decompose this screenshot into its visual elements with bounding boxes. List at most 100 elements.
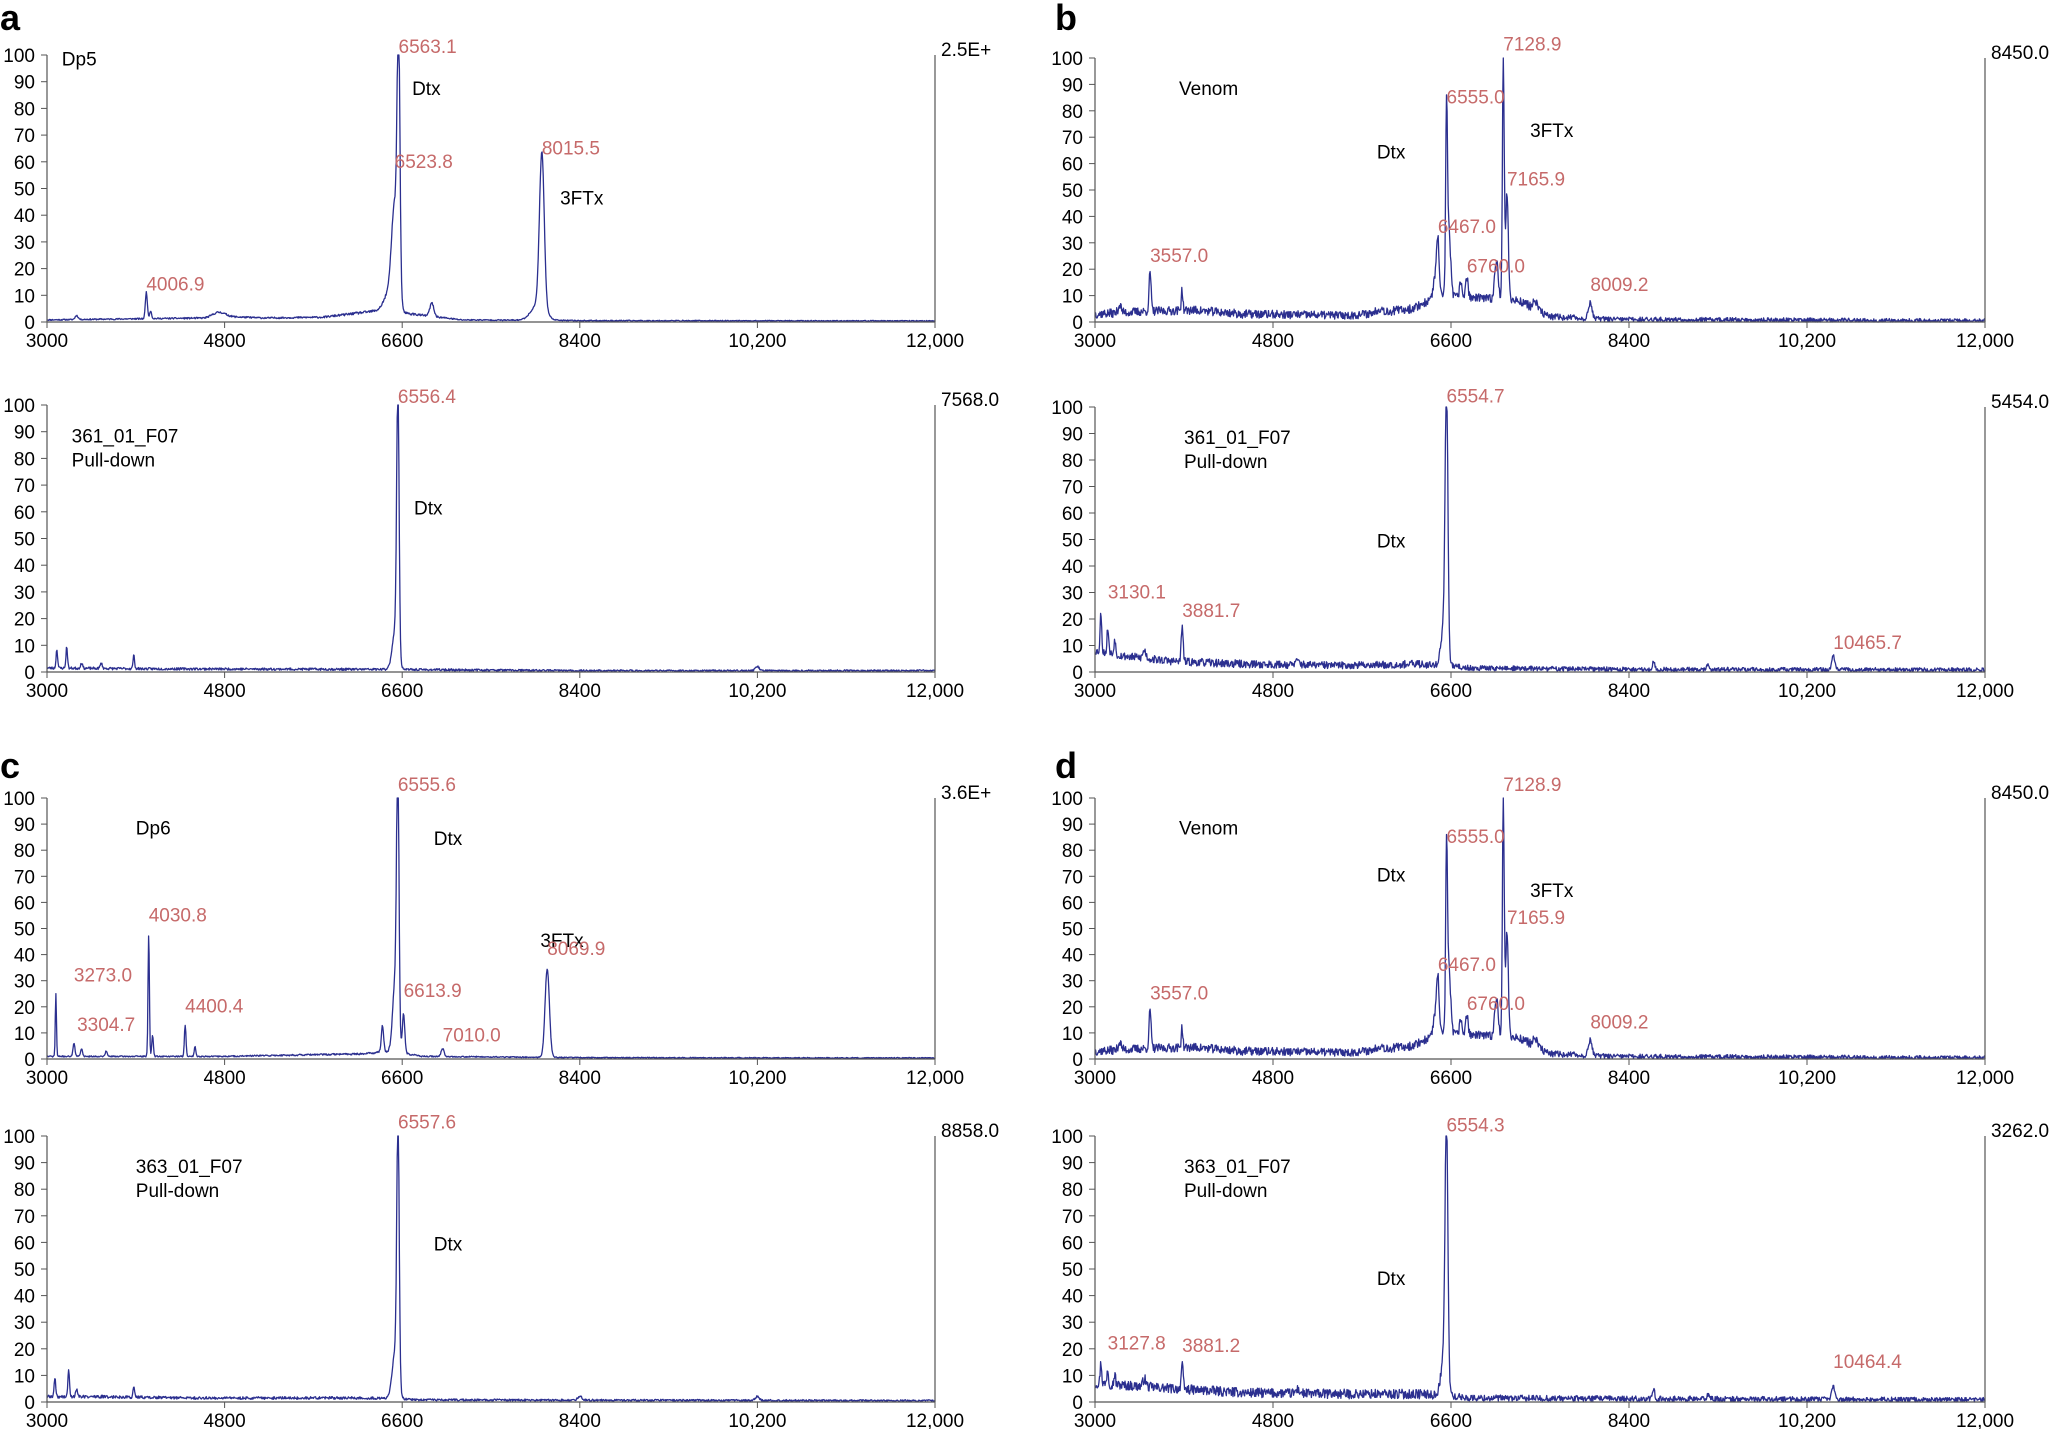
spectrum-trace: [46, 404, 936, 673]
peak-mass-label: 3881.2: [1182, 1336, 1240, 1357]
spectrum-panel-b-top: b 0 10 20 30 40 50 60 70 80 90 100 3000 4800 6600 8400 1…: [1051, 0, 2049, 352]
y-tick-label: 100: [3, 396, 35, 417]
y-tick-label: 10: [14, 636, 35, 657]
x-tick-label: 12,000: [1956, 681, 2014, 702]
x-tick-label: 12,000: [906, 1068, 964, 1089]
y-tick-label: 90: [1062, 1154, 1083, 1175]
x-tick-label: 10,200: [1778, 331, 1836, 352]
intensity-scale-label: 8450.0: [1991, 783, 2049, 804]
spectrum-trace: [46, 54, 936, 323]
x-tick-label: 6600: [381, 331, 423, 352]
y-tick-label: 60: [14, 893, 35, 914]
spectrum-trace: [1094, 797, 1986, 1060]
y-tick-label: 80: [1062, 1180, 1083, 1201]
annotation-label: Dtx: [434, 829, 463, 850]
y-tick-label: 80: [14, 841, 35, 862]
spectrum-panel-d-top: d 0 10 20 30 40 50 60 70 80 90 100 3000 4800 6600 8400 1…: [1051, 745, 2049, 1089]
y-tick-label: 90: [1062, 75, 1083, 96]
peak-mass-label: 3130.1: [1108, 582, 1166, 603]
x-tick-label: 6600: [381, 681, 423, 702]
spectrum-panel-a-top: a 0 10 20 30 40 50 60 70 80 90 100 3000 4800 6600 8400 1…: [0, 0, 991, 352]
peak-mass-label: 6563.1: [399, 37, 457, 58]
spectrum-trace: [1094, 57, 1986, 323]
y-tick-label: 50: [14, 920, 35, 941]
y-tick-label: 100: [1051, 789, 1083, 810]
panel-letter: c: [0, 745, 20, 786]
spectrum-trace: [1094, 406, 1986, 673]
peak-mass-label: 8009.2: [1590, 1012, 1648, 1033]
annotation-label: Venom: [1179, 79, 1238, 100]
y-tick-label: 60: [1062, 893, 1083, 914]
x-tick-label: 3000: [1074, 1411, 1116, 1429]
peak-mass-label: 6467.0: [1438, 955, 1496, 976]
intensity-scale-label: 2.5E+: [941, 40, 991, 61]
y-tick-label: 50: [1062, 920, 1083, 941]
y-tick-label: 70: [1062, 478, 1083, 499]
x-tick-label: 4800: [1252, 1411, 1294, 1429]
y-tick-label: 50: [1062, 181, 1083, 202]
y-tick-label: 100: [3, 1127, 35, 1148]
x-tick-label: 10,200: [728, 331, 786, 352]
y-tick-label: 10: [14, 1366, 35, 1387]
panel-letter: d: [1055, 745, 1077, 786]
y-tick-label: 0: [1072, 313, 1083, 334]
peak-mass-label: 8015.5: [542, 138, 600, 159]
intensity-scale-label: 8858.0: [941, 1121, 999, 1142]
peak-mass-label: 6554.7: [1447, 386, 1505, 407]
x-tick-label: 12,000: [1956, 331, 2014, 352]
intensity-scale-label: 5454.0: [1991, 392, 2049, 413]
x-tick-label: 10,200: [728, 1068, 786, 1089]
peak-mass-label: 10464.4: [1833, 1352, 1902, 1373]
peak-mass-label: 3881.7: [1182, 601, 1240, 622]
panel-letter: b: [1055, 0, 1077, 38]
y-tick-label: 30: [14, 972, 35, 993]
peak-mass-label: 6760.0: [1467, 256, 1525, 277]
y-tick-label: 40: [1062, 1287, 1083, 1308]
y-tick-label: 60: [14, 503, 35, 524]
intensity-scale-label: 8450.0: [1991, 43, 2049, 64]
spectrum-panel-a-bottom: 0 10 20 30 40 50 60 70 80 90 100 3000 4800 6600 8400 10…: [3, 387, 999, 702]
spectrum-panel-b-bottom: 0 10 20 30 40 50 60 70 80 90 100 3000 4800 6600 8400 10…: [1051, 386, 2049, 702]
x-tick-label: 10,200: [1778, 1068, 1836, 1089]
x-tick-label: 12,000: [906, 331, 964, 352]
x-tick-label: 8400: [559, 1068, 601, 1089]
y-tick-label: 30: [1062, 972, 1083, 993]
x-tick-label: 8400: [1608, 1411, 1650, 1429]
peak-mass-label: 3127.8: [1108, 1333, 1166, 1354]
y-tick-label: 10: [14, 1024, 35, 1045]
y-tick-label: 40: [14, 206, 35, 227]
x-tick-label: 3000: [26, 331, 68, 352]
annotation-label: Venom: [1179, 819, 1238, 840]
spectrum-trace: [1094, 1135, 1986, 1403]
y-tick-label: 10: [1062, 287, 1083, 308]
y-tick-label: 70: [14, 867, 35, 888]
y-tick-label: 10: [1062, 637, 1083, 658]
x-tick-label: 12,000: [906, 681, 964, 702]
peak-mass-label: 6613.9: [404, 981, 462, 1002]
peak-mass-label: 6555.0: [1447, 827, 1505, 848]
x-tick-label: 3000: [1074, 681, 1116, 702]
peak-mass-label: 6555.6: [398, 775, 456, 796]
y-tick-label: 40: [14, 556, 35, 577]
x-tick-label: 6600: [1430, 331, 1472, 352]
spectrum-panel-c-top: c 0 10 20 30 40 50 60 70 80 90 100 3000 4800 6600 8400 1…: [0, 745, 991, 1089]
y-tick-label: 0: [24, 1050, 35, 1071]
peak-mass-label: 8009.2: [1590, 275, 1648, 296]
x-tick-label: 4800: [1252, 331, 1294, 352]
peak-mass-label: 6523.8: [395, 152, 453, 173]
x-tick-label: 10,200: [1778, 681, 1836, 702]
y-tick-label: 40: [1062, 557, 1083, 578]
y-tick-label: 0: [1072, 663, 1083, 684]
y-tick-label: 80: [14, 1180, 35, 1201]
x-tick-label: 12,000: [1956, 1068, 2014, 1089]
x-tick-label: 8400: [559, 681, 601, 702]
annotation-label: Dtx: [1377, 1269, 1406, 1290]
x-tick-label: 6600: [1430, 681, 1472, 702]
peak-mass-label: 6556.4: [398, 387, 457, 408]
annotation-label: 3FTx: [540, 931, 584, 952]
y-tick-label: 90: [14, 423, 35, 444]
x-tick-label: 12,000: [1956, 1411, 2014, 1429]
annotation-label: Dp6: [136, 819, 171, 840]
annotation-label: Dtx: [1377, 142, 1406, 163]
x-tick-label: 6600: [1430, 1411, 1472, 1429]
